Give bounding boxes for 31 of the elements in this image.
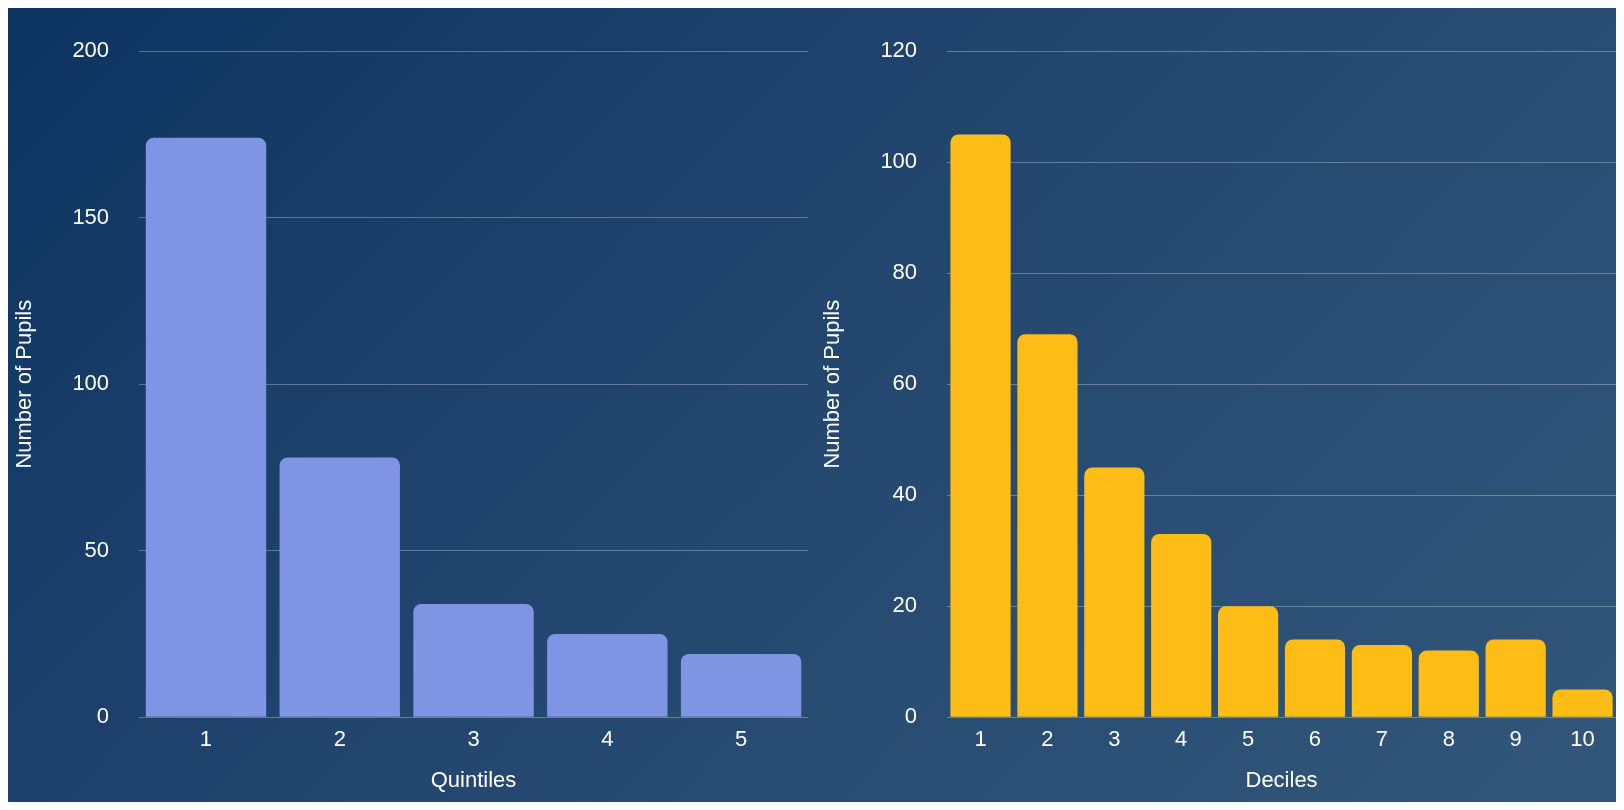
- y-tick-label: 20: [892, 592, 918, 618]
- y-tick-label: 200: [72, 37, 110, 63]
- x-axis-title: Quintiles: [430, 766, 517, 792]
- y-axis-title: Number of Pupils: [819, 299, 845, 469]
- x-tick-label: 6: [1308, 726, 1322, 752]
- x-tick-label: 3: [1108, 726, 1121, 752]
- y-tick-label: 40: [892, 481, 918, 507]
- y-tick-label: 120: [880, 37, 918, 63]
- x-tick-label: 8: [1442, 726, 1455, 752]
- y-tick-label: 50: [84, 536, 110, 562]
- y-tick-label: 100: [880, 148, 918, 174]
- x-tick-label: 2: [333, 726, 346, 752]
- x-tick-label: 1: [974, 726, 987, 752]
- y-tick-label: 150: [72, 203, 110, 229]
- x-axis-title: Deciles: [1245, 766, 1318, 792]
- x-tick-label: 4: [601, 726, 614, 752]
- x-tick-label: 9: [1509, 726, 1522, 752]
- x-tick-label: 1: [199, 726, 213, 752]
- y-axis-title: Number of Pupils: [11, 299, 37, 469]
- y-tick-label: 80: [892, 259, 918, 285]
- x-tick-label: 7: [1375, 726, 1389, 752]
- x-tick-label: 10: [1570, 726, 1595, 752]
- y-tick-label: 0: [904, 703, 918, 729]
- x-tick-label: 2: [1041, 726, 1054, 752]
- y-tick-label: 60: [892, 370, 918, 396]
- x-tick-label: 4: [1175, 726, 1188, 752]
- x-tick-label: 5: [1241, 726, 1255, 752]
- y-tick-label: 100: [72, 370, 110, 396]
- x-tick-label: 3: [467, 726, 480, 752]
- y-tick-label: 0: [96, 703, 110, 729]
- x-tick-label: 5: [734, 726, 748, 752]
